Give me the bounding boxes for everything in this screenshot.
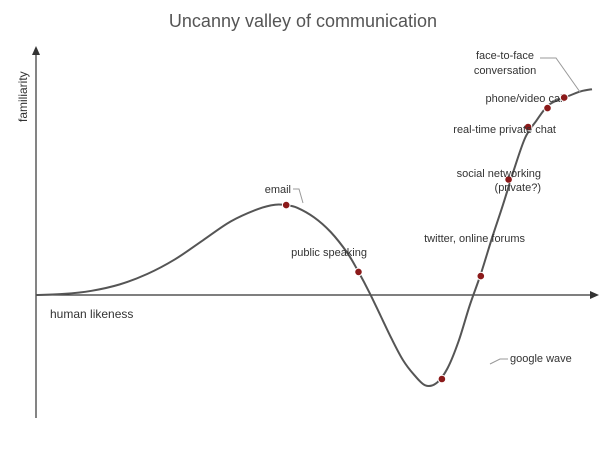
valley-curve-line [35, 88, 593, 387]
y-axis-label: familiarity [16, 71, 30, 122]
point-label-6: phone/video call [485, 93, 565, 105]
point-label-4: social networking [457, 168, 541, 180]
leader-line-7 [540, 57, 581, 93]
data-point-3 [476, 271, 486, 281]
x-axis-arrow [590, 291, 599, 299]
leader-line-0 [293, 188, 304, 204]
point-label-0: email [265, 184, 291, 196]
point-label-4-line2: (private?) [495, 182, 541, 194]
data-point-7 [559, 93, 569, 102]
point-label-2: google wave [510, 353, 572, 365]
x-axis-label: human likeness [50, 307, 133, 321]
point-label-1: public speaking [291, 247, 367, 259]
data-point-2 [437, 374, 447, 384]
data-point-4 [504, 175, 513, 184]
data-point-1 [354, 267, 363, 277]
point-label-7: face-to-face [476, 50, 534, 62]
data-points-group: email public speaking google wave twitter, … [265, 50, 581, 384]
data-point-0 [281, 200, 291, 210]
y-axis-arrow [32, 46, 40, 55]
data-point-5 [523, 122, 533, 132]
data-point-6 [543, 103, 552, 113]
chart-title: Uncanny valley of communication [169, 11, 437, 31]
point-label-7-line2: conversation [474, 65, 536, 77]
point-label-5: real-time private chat [453, 124, 556, 136]
point-label-3: twitter, online forums [424, 233, 525, 245]
leader-line-2 [489, 358, 508, 365]
